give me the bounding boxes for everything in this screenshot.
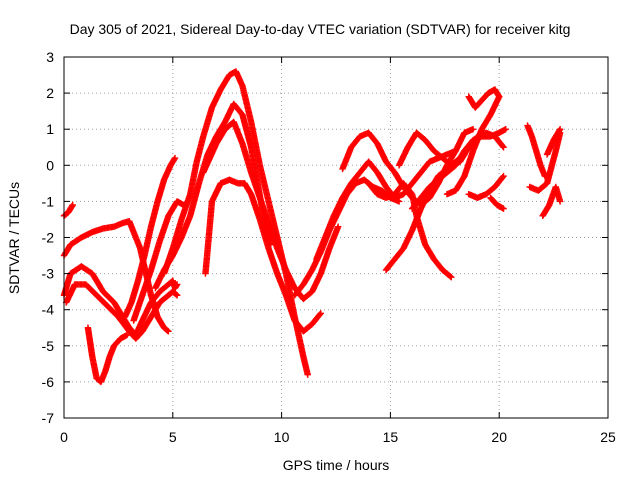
plus-marker — [316, 311, 324, 318]
plus-marker — [171, 154, 179, 162]
chart-title: Day 305 of 2021, Sidereal Day-to-day VTE… — [70, 21, 571, 37]
y-tick-label: -2 — [42, 230, 55, 246]
data-marks — [60, 68, 564, 386]
plus-marker — [556, 198, 564, 205]
y-tick-label: -4 — [42, 302, 55, 318]
y-tick-label: 0 — [46, 157, 54, 173]
y-tick-label: -7 — [42, 410, 55, 426]
plus-marker — [556, 126, 564, 133]
data-series — [121, 154, 179, 321]
plus-marker — [502, 126, 509, 133]
plus-marker — [165, 328, 172, 335]
plus-marker — [69, 201, 76, 209]
data-series — [313, 147, 459, 263]
plus-marker — [448, 274, 455, 281]
y-tick-label: 3 — [46, 49, 54, 65]
x-tick-label: 0 — [60, 429, 68, 445]
plus-marker — [317, 310, 324, 317]
plus-marker — [500, 144, 507, 151]
plus-marker — [500, 205, 507, 212]
plus-marker — [334, 223, 342, 230]
plus-marker — [499, 174, 506, 181]
data-series — [200, 118, 342, 303]
x-tick-label: 5 — [169, 429, 177, 445]
plus-marker — [469, 126, 477, 133]
plus-marker — [173, 281, 181, 288]
y-axis-label: SDTVAR / TECUs — [6, 182, 22, 294]
data-series — [543, 126, 564, 158]
plus-marker — [173, 292, 181, 299]
y-tick-label: 2 — [46, 85, 54, 101]
plus-marker — [123, 331, 131, 339]
data-series — [465, 86, 503, 111]
plus-marker — [447, 273, 454, 280]
data-series — [526, 129, 564, 194]
y-tick-label: -5 — [42, 338, 55, 354]
x-axis-label: GPS time / hours — [283, 457, 390, 473]
y-tick-label: -1 — [42, 193, 55, 209]
plus-marker — [500, 172, 507, 180]
data-series — [524, 122, 549, 180]
data-series — [62, 281, 181, 342]
x-tick-label: 10 — [274, 429, 290, 445]
x-tick-label: 15 — [383, 429, 399, 445]
data-series — [465, 172, 507, 201]
plus-marker — [173, 291, 180, 298]
data-series — [130, 198, 187, 324]
x-tick-label: 25 — [600, 429, 616, 445]
x-tick-label: 20 — [491, 429, 507, 445]
plus-marker — [499, 142, 506, 150]
data-series — [84, 324, 131, 386]
data-series — [539, 183, 564, 220]
data-series — [202, 176, 324, 335]
plus-marker — [164, 327, 171, 334]
y-tick-label: -3 — [42, 266, 55, 282]
y-tick-label: 1 — [46, 121, 54, 137]
data-series — [487, 194, 507, 212]
plus-marker — [496, 93, 503, 100]
data-series — [365, 180, 455, 281]
data-series — [443, 93, 503, 198]
plus-marker — [304, 371, 311, 378]
y-tick-label: -6 — [42, 374, 55, 390]
